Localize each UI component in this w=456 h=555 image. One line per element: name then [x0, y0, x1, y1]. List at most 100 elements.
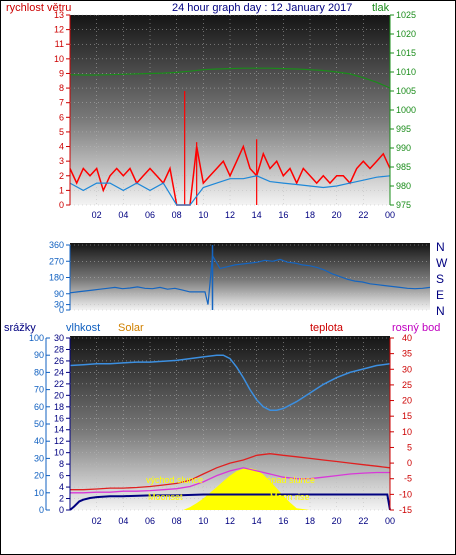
compass-w: W: [436, 256, 448, 270]
sunset-annotation: západ slunce: [262, 475, 315, 485]
tick-label-humidity: 4: [59, 482, 64, 492]
wind-average-line: [69, 175, 391, 206]
wind-speed-line: [69, 144, 391, 206]
tick-label-humidity: 14: [54, 425, 64, 435]
x-tick-label: 00: [385, 210, 395, 220]
tick-label-pressure: 995: [396, 124, 411, 134]
humidity-label: vlhkost: [66, 322, 100, 334]
tick-label-wind: 4: [59, 142, 64, 152]
tick-label-temperature: 35: [402, 349, 412, 359]
tick-label-direction: 180: [49, 273, 64, 283]
tick-label-direction: 360: [49, 240, 64, 250]
tick-label-wind: 11: [55, 39, 64, 49]
tick-label-rain: 20: [34, 471, 44, 481]
dewpoint-line: [70, 467, 390, 494]
tick-label-humidity: 28: [54, 344, 64, 354]
tick-label-wind: 2: [59, 171, 64, 181]
tick-label-temperature: -15: [399, 505, 412, 515]
tick-label-wind: 0: [59, 200, 64, 210]
tick-label-wind: 3: [59, 156, 64, 166]
x-tick-label: 20: [332, 516, 342, 526]
tick-label-humidity: 22: [54, 379, 64, 389]
compass-n-top: N: [436, 240, 445, 254]
x-tick-label: 10: [198, 210, 208, 220]
x-tick-label: 12: [225, 516, 235, 526]
x-tick-label: 04: [118, 210, 128, 220]
tick-label-pressure: 1005: [396, 86, 416, 96]
compass-e: E: [436, 288, 444, 302]
tick-label-temperature: 40: [402, 333, 412, 343]
tick-label-humidity: 26: [54, 356, 64, 366]
x-tick-label: 12: [225, 210, 235, 220]
sunrise-annotation: východ slunce: [146, 475, 203, 485]
temperature-line: [70, 453, 391, 491]
tick-label-temperature: 0: [407, 458, 412, 468]
wind-direction-line: [69, 253, 431, 305]
tick-label-direction: 270: [49, 256, 64, 266]
tick-label-rain: 10: [34, 488, 44, 498]
rain-label: srážky: [4, 322, 36, 334]
tick-label-direction: 90: [54, 289, 64, 299]
tick-label-humidity: 8: [59, 459, 64, 469]
pressure-line: [69, 67, 391, 89]
tick-label-rain: 50: [34, 419, 44, 429]
tick-label-humidity: 20: [54, 390, 64, 400]
tick-label-humidity: 10: [54, 448, 64, 458]
tick-label-temperature: 20: [402, 396, 412, 406]
x-tick-label: 14: [252, 516, 262, 526]
tick-label-humidity: 16: [54, 413, 64, 423]
tick-label-rain: 90: [34, 350, 44, 360]
tick-label-humidity: 18: [54, 402, 64, 412]
tick-label-humidity: 6: [59, 471, 64, 481]
solar-label: Solar: [118, 322, 144, 334]
rain-line: [69, 493, 391, 511]
tick-label-wind: 8: [59, 83, 64, 93]
tick-label-pressure: 1020: [396, 29, 416, 39]
tick-label-temperature: -5: [404, 474, 412, 484]
tick-label-rain: 30: [34, 453, 44, 463]
tick-label-pressure: 990: [396, 143, 411, 153]
moonrise-annotation: Moon rise: [270, 492, 310, 502]
tick-label-rain: 0: [39, 505, 44, 515]
humidity-line: [69, 354, 391, 411]
axis-layer: 0123456789101112139759809859909951000100…: [29, 10, 416, 526]
tick-label-temperature: -10: [399, 489, 412, 499]
pressure-label: tlak: [372, 2, 390, 14]
x-tick-label: 06: [145, 516, 155, 526]
tick-label-rain: 80: [34, 367, 44, 377]
x-tick-label: 22: [358, 210, 368, 220]
tick-label-rain: 60: [34, 402, 44, 412]
x-tick-label: 08: [172, 516, 182, 526]
tick-label-wind: 5: [59, 127, 64, 137]
tick-label-humidity: 30: [54, 333, 64, 343]
tick-label-direction: 30: [54, 300, 64, 310]
temperature-label: teplota: [310, 322, 344, 334]
wind-speed-label: rychlost větru: [6, 2, 71, 14]
chart-title: 24 hour graph day : 12 January 2017: [172, 2, 352, 14]
x-tick-label: 04: [118, 516, 128, 526]
x-tick-label: 18: [305, 210, 315, 220]
series-layer: [69, 67, 431, 511]
tick-label-temperature: 10: [402, 427, 412, 437]
tick-label-humidity: 12: [54, 436, 64, 446]
tick-label-humidity: 0: [59, 505, 64, 515]
x-tick-label: 20: [332, 210, 342, 220]
x-tick-label: 22: [358, 516, 368, 526]
tick-label-pressure: 1015: [396, 48, 416, 58]
x-tick-label: 02: [92, 516, 102, 526]
tick-label-pressure: 1000: [396, 105, 416, 115]
tick-label-wind: 6: [59, 112, 64, 122]
x-tick-label: 02: [92, 210, 102, 220]
x-tick-label: 10: [198, 516, 208, 526]
moonset-annotation: Moonset: [148, 492, 183, 502]
tick-label-temperature: 5: [407, 442, 412, 452]
tick-label-pressure: 985: [396, 162, 411, 172]
tick-label-wind: 9: [59, 68, 64, 78]
tick-label-temperature: 15: [402, 411, 412, 421]
tick-label-humidity: 24: [54, 367, 64, 377]
x-tick-label: 08: [172, 210, 182, 220]
x-tick-label: 00: [385, 516, 395, 526]
tick-label-rain: 40: [34, 436, 44, 446]
compass-n-bottom: N: [436, 304, 445, 318]
tick-label-pressure: 975: [396, 200, 411, 210]
